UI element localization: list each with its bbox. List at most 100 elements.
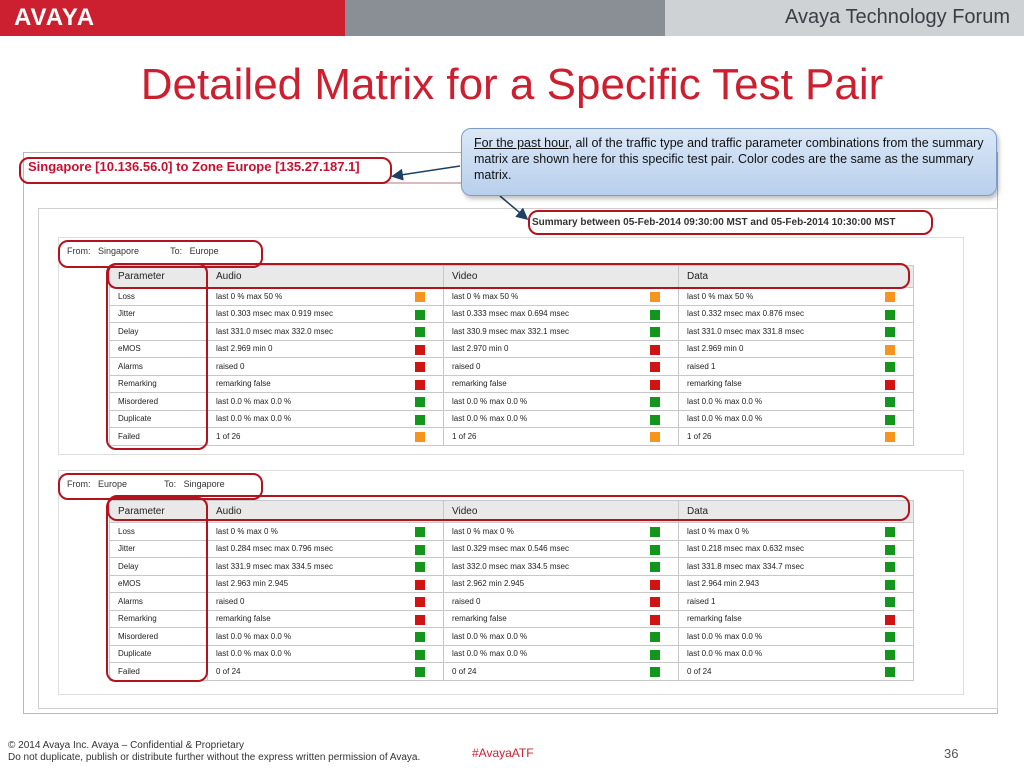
metric-value: last 2.962 min 2.945 <box>452 579 525 589</box>
table-row: Misordered last 0.0 % max 0.0 % last 0.0 %… <box>109 392 914 411</box>
metric-value: last 0.0 % max 0.0 % <box>687 631 763 641</box>
from-label: From: <box>67 246 91 256</box>
status-indicator <box>885 544 895 555</box>
metric-value: last 0.0 % max 0.0 % <box>687 649 763 659</box>
status-indicator <box>885 667 895 677</box>
table-row: Failed 1 of 26 1 of 26 1 of 26 <box>109 427 914 446</box>
metric-cell: last 0.0 % max 0.0 % <box>207 392 444 411</box>
status-indicator <box>885 614 895 625</box>
metric-value: remarking false <box>452 379 507 389</box>
metric-value: remarking false <box>687 614 742 624</box>
table-row: Misordered last 0.0 % max 0.0 % last 0.0 %… <box>109 627 914 646</box>
metric-value: raised 1 <box>687 361 716 371</box>
metric-cell: last 331.9 msec max 334.5 msec <box>207 557 444 576</box>
metric-value: last 0 % max 50 % <box>452 291 519 301</box>
metric-value: 0 of 24 <box>452 666 477 676</box>
metric-cell: raised 0 <box>443 592 679 611</box>
status-indicator <box>415 632 425 642</box>
metric-cell: last 0 % max 50 % <box>207 287 444 306</box>
status-indicator <box>885 597 895 607</box>
metric-value: 1 of 26 <box>452 431 477 441</box>
status-indicator <box>415 579 425 590</box>
matrix-table-2: Parameter Audio Video Data Loss last 0 % max… <box>109 500 914 681</box>
metric-cell: last 0.0 % max 0.0 % <box>207 644 444 663</box>
parameter-column-highlight-2 <box>106 497 208 682</box>
from-value: Singapore <box>98 246 140 256</box>
status-indicator <box>885 432 895 442</box>
status-indicator <box>650 379 660 390</box>
metric-value: last 0.0 % max 0.0 % <box>452 414 528 424</box>
summary-period: Summary between 05-Feb-2014 09:30:00 MST… <box>532 217 896 228</box>
avaya-logo: AVAYA <box>14 4 96 31</box>
metric-value: 1 of 26 <box>687 431 712 441</box>
status-indicator <box>650 527 660 537</box>
metric-value: remarking false <box>687 379 742 389</box>
header-highlight-2 <box>107 495 910 521</box>
metric-value: remarking false <box>452 614 507 624</box>
status-indicator <box>650 597 660 607</box>
metric-value: raised 0 <box>452 361 481 371</box>
metric-cell: 1 of 26 <box>678 427 914 446</box>
table-header-row: Parameter Audio Video Data <box>109 500 914 523</box>
metric-cell: last 0 % max 50 % <box>678 287 914 306</box>
table-row: Duplicate last 0.0 % max 0.0 % last 0.0 % … <box>109 644 914 663</box>
metric-cell: last 2.969 min 0 <box>207 339 444 358</box>
metric-cell: remarking false <box>443 609 679 628</box>
metric-cell: raised 1 <box>678 592 914 611</box>
metric-value: last 2.964 min 2.943 <box>687 579 760 589</box>
status-indicator <box>415 292 425 302</box>
status-indicator <box>415 614 425 625</box>
status-indicator <box>415 344 425 355</box>
from-value: Europe <box>98 479 128 489</box>
metric-value: last 0 % max 50 % <box>687 291 754 301</box>
table-row: Loss last 0 % max 50 % last 0 % max 50 % la… <box>109 287 914 306</box>
notice-text: Do not duplicate, publish or distribute … <box>8 752 421 763</box>
metric-cell: last 0.0 % max 0.0 % <box>443 392 679 411</box>
status-indicator <box>415 309 425 320</box>
metric-value: last 331.9 msec max 334.5 msec <box>216 561 333 571</box>
metric-cell: 0 of 24 <box>443 662 679 681</box>
metric-cell: last 0.0 % max 0.0 % <box>678 627 914 646</box>
parameter-cell: Failed <box>109 427 208 446</box>
metric-value: last 0.332 msec max 0.876 msec <box>687 309 804 319</box>
metric-cell: remarking false <box>678 374 914 393</box>
status-indicator <box>650 362 660 372</box>
metric-cell: last 331.0 msec max 331.8 msec <box>678 322 914 341</box>
table-row: Remarking remarking false remarking false r… <box>109 374 914 393</box>
metric-cell: last 0 % max 0 % <box>678 522 914 541</box>
metric-value: raised 0 <box>452 596 481 606</box>
metric-value: last 331.8 msec max 334.7 msec <box>687 561 804 571</box>
metric-cell: last 0.0 % max 0.0 % <box>678 644 914 663</box>
metric-value: remarking false <box>216 614 271 624</box>
status-indicator <box>415 414 425 425</box>
metric-cell: last 0.218 msec max 0.632 msec <box>678 539 914 558</box>
metric-cell: last 0.0 % max 0.0 % <box>207 409 444 428</box>
metric-cell: last 332.0 msec max 334.5 msec <box>443 557 679 576</box>
table-row: Alarms raised 0 raised 0 raised 1 <box>109 592 914 611</box>
from-to-label: From: Europe To: Singapore <box>67 479 225 489</box>
status-indicator <box>650 667 660 677</box>
status-indicator <box>650 544 660 555</box>
column-header: Data <box>678 500 914 523</box>
metric-cell: last 0 % max 0 % <box>443 522 679 541</box>
status-indicator <box>650 292 660 302</box>
metric-value: last 2.963 min 2.945 <box>216 579 289 589</box>
callout-box: For the past hour, all of the traffic ty… <box>461 128 997 196</box>
status-indicator <box>650 649 660 660</box>
from-to-highlight-1 <box>58 240 263 268</box>
status-indicator <box>650 579 660 590</box>
metric-cell: last 2.964 min 2.943 <box>678 574 914 593</box>
status-indicator <box>885 414 895 425</box>
metric-cell: last 0.0 % max 0.0 % <box>443 409 679 428</box>
metric-value: last 331.0 msec max 331.8 msec <box>687 326 804 336</box>
metric-cell: last 0.0 % max 0.0 % <box>443 627 679 646</box>
metric-cell: last 2.970 min 0 <box>443 339 679 358</box>
metric-cell: raised 1 <box>678 357 914 376</box>
status-indicator <box>885 632 895 642</box>
table-row: Delay last 331.9 msec max 334.5 msec last … <box>109 557 914 576</box>
hashtag: #AvayaATF <box>472 746 534 760</box>
to-value: Singapore <box>183 479 225 489</box>
page-number: 36 <box>944 746 959 761</box>
status-indicator <box>650 397 660 407</box>
metric-cell: raised 0 <box>207 357 444 376</box>
